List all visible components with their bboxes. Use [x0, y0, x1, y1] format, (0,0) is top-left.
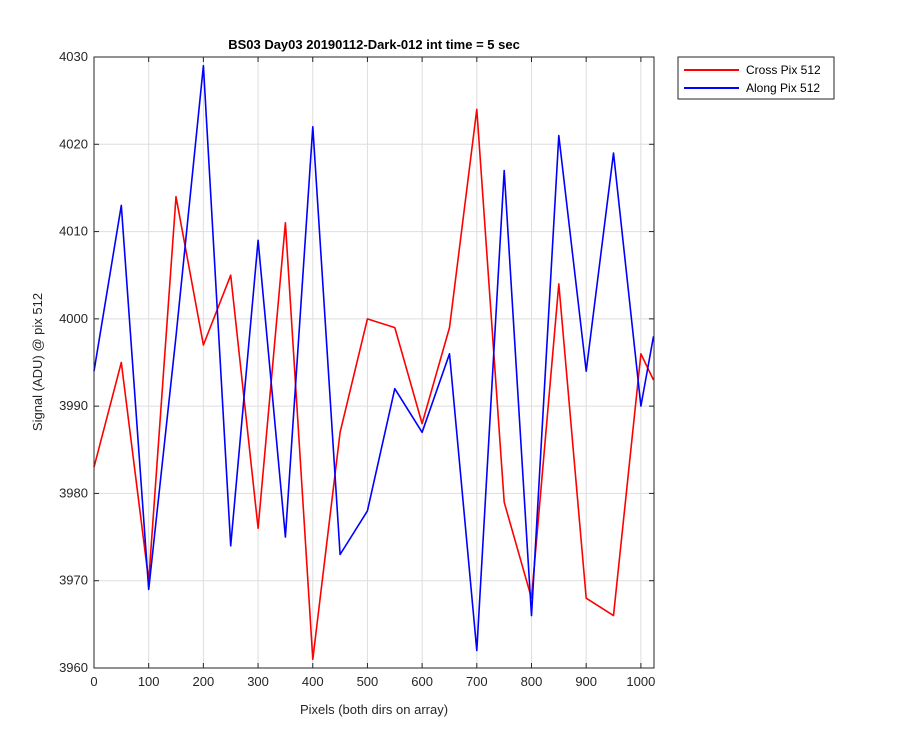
y-tick-label: 4020	[59, 136, 88, 151]
x-tick-label: 1000	[626, 674, 655, 689]
y-tick-label: 3960	[59, 660, 88, 675]
y-tick-label: 4000	[59, 311, 88, 326]
x-tick-label: 400	[302, 674, 324, 689]
x-tick-label: 200	[193, 674, 215, 689]
y-tick-label: 4010	[59, 224, 88, 239]
legend: Cross Pix 512 Along Pix 512	[677, 56, 835, 100]
legend-label-along: Along Pix 512	[746, 81, 820, 95]
x-tick-label: 500	[357, 674, 379, 689]
x-tick-label: 600	[411, 674, 433, 689]
x-tick-label: 700	[466, 674, 488, 689]
series-line-along	[93, 64, 655, 652]
legend-label-cross: Cross Pix 512	[746, 63, 821, 77]
x-tick-label: 0	[90, 674, 97, 689]
y-tick-label: 3990	[59, 398, 88, 413]
grid-layer	[94, 57, 654, 668]
plot-frame	[93, 56, 655, 669]
x-tick-label: 300	[247, 674, 269, 689]
x-axis-label: Pixels (both dirs on array)	[300, 702, 448, 717]
plot-background	[94, 57, 654, 668]
series-line-cross	[93, 108, 655, 661]
y-tick-label: 3980	[59, 485, 88, 500]
y-axis-label: Signal (ADU) @ pix 512	[30, 293, 45, 431]
x-tick-label: 100	[138, 674, 160, 689]
chart-title: BS03 Day03 20190112-Dark-012 int time = …	[228, 37, 520, 52]
tick-layer: 0 100 200 300 400 500 600 700 800 900 1000 3960 3970…	[59, 49, 655, 689]
y-tick-label: 4030	[59, 49, 88, 64]
x-tick-label: 900	[575, 674, 597, 689]
series-layer	[93, 64, 655, 661]
y-tick-label: 3970	[59, 573, 88, 588]
legend-box	[677, 56, 835, 100]
x-tick-label: 800	[521, 674, 543, 689]
